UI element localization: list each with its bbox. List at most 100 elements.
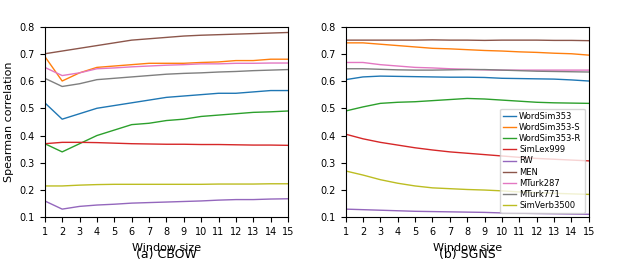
MTurk771 xyxy=(515,69,523,72)
MTurk771 xyxy=(376,68,384,71)
MEN xyxy=(515,38,523,42)
RW xyxy=(515,212,523,215)
SimLex999 xyxy=(515,156,523,159)
WordSim353 xyxy=(515,77,523,80)
WordSim353-R xyxy=(180,118,188,121)
MTurk287 xyxy=(515,69,523,72)
WordSim353-R xyxy=(585,102,593,105)
MTurk771 xyxy=(463,68,471,71)
WordSim353-R xyxy=(481,98,488,101)
WordSim353-S xyxy=(145,62,153,65)
MTurk287 xyxy=(463,68,471,71)
RW xyxy=(93,204,100,207)
SimVerb3500 xyxy=(180,183,188,186)
MTurk771 xyxy=(342,67,349,70)
Line: MTurk287: MTurk287 xyxy=(346,63,589,70)
WordSim353-R xyxy=(76,142,83,145)
WordSim353-S xyxy=(446,47,454,50)
WordSim353 xyxy=(481,76,488,79)
WordSim353-S xyxy=(111,64,118,68)
SimVerb3500 xyxy=(214,183,222,186)
SimLex999 xyxy=(111,142,118,145)
SimLex999 xyxy=(498,154,506,158)
SimLex999 xyxy=(429,148,436,152)
WordSim353 xyxy=(232,92,240,95)
RW xyxy=(232,198,240,201)
MEN xyxy=(498,38,506,42)
WordSim353-R xyxy=(111,129,118,132)
MTurk287 xyxy=(533,69,541,72)
WordSim353-R xyxy=(533,101,541,104)
WordSim353-R xyxy=(412,100,419,103)
RW xyxy=(76,205,83,208)
MEN xyxy=(429,38,436,41)
RW xyxy=(376,209,384,212)
SimVerb3500 xyxy=(446,187,454,190)
RW xyxy=(111,203,118,206)
WordSim353 xyxy=(359,75,367,78)
MEN xyxy=(376,38,384,42)
WordSim353-R xyxy=(214,113,222,117)
RW xyxy=(250,198,257,201)
WordSim353-R xyxy=(58,150,66,153)
MTurk771 xyxy=(93,78,100,81)
MTurk771 xyxy=(214,70,222,74)
WordSim353 xyxy=(550,78,558,81)
WordSim353-S xyxy=(342,41,349,45)
SimVerb3500 xyxy=(550,192,558,195)
Line: RW: RW xyxy=(346,209,589,214)
SimVerb3500 xyxy=(197,183,205,186)
WordSim353-S xyxy=(412,45,419,48)
MTurk287 xyxy=(446,67,454,70)
SimVerb3500 xyxy=(163,183,170,186)
WordSim353-R xyxy=(128,123,136,126)
RW xyxy=(481,211,488,214)
SimLex999 xyxy=(197,143,205,146)
WordSim353-S xyxy=(359,41,367,45)
SimLex999 xyxy=(568,158,575,162)
MTurk287 xyxy=(111,66,118,69)
RW xyxy=(145,201,153,204)
WordSim353 xyxy=(163,96,170,99)
WordSim353-S xyxy=(429,47,436,50)
Line: MTurk771: MTurk771 xyxy=(45,70,288,86)
WordSim353-R xyxy=(376,102,384,105)
Line: WordSim353-R: WordSim353-R xyxy=(45,111,288,152)
SimLex999 xyxy=(585,159,593,162)
MEN xyxy=(267,32,275,35)
MTurk287 xyxy=(250,62,257,65)
WordSim353 xyxy=(128,101,136,104)
WordSim353-R xyxy=(93,134,100,137)
WordSim353-R xyxy=(41,142,49,145)
MTurk771 xyxy=(232,70,240,73)
WordSim353-R xyxy=(550,101,558,104)
MTurk771 xyxy=(41,77,49,80)
MTurk287 xyxy=(128,65,136,68)
SimVerb3500 xyxy=(412,184,419,188)
SimLex999 xyxy=(359,137,367,140)
MTurk287 xyxy=(232,62,240,65)
SimVerb3500 xyxy=(128,183,136,186)
RW xyxy=(359,208,367,211)
RW xyxy=(568,213,575,216)
WordSim353 xyxy=(250,90,257,94)
Line: WordSim353-S: WordSim353-S xyxy=(45,56,288,81)
WordSim353-S xyxy=(250,59,257,62)
MEN xyxy=(58,50,66,53)
MTurk771 xyxy=(568,70,575,73)
WordSim353-S xyxy=(76,71,83,74)
WordSim353-S xyxy=(41,55,49,58)
WordSim353 xyxy=(58,118,66,121)
SimVerb3500 xyxy=(429,186,436,189)
MTurk287 xyxy=(568,69,575,72)
SimLex999 xyxy=(250,143,257,147)
SimVerb3500 xyxy=(111,183,118,186)
WordSim353-S xyxy=(568,52,575,55)
Line: WordSim353-S: WordSim353-S xyxy=(346,43,589,55)
WordSim353 xyxy=(41,101,49,104)
MTurk287 xyxy=(41,66,49,69)
MTurk287 xyxy=(197,62,205,65)
Line: MEN: MEN xyxy=(45,33,288,54)
WordSim353-S xyxy=(550,52,558,55)
SimLex999 xyxy=(214,143,222,146)
